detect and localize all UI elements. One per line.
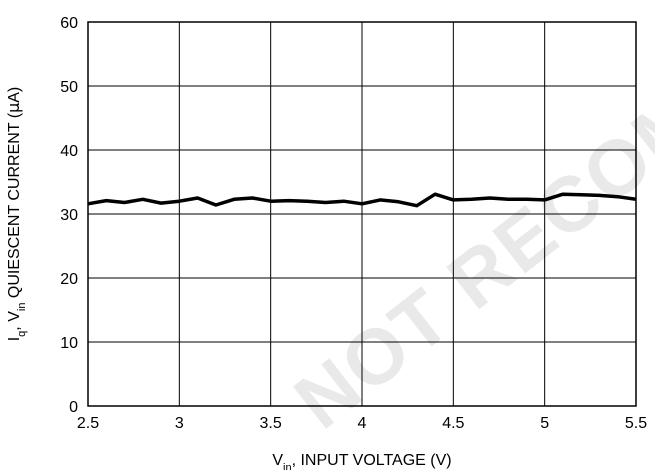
y-axis-label: Iq, Vin QUIESCENT CURRENT (μA) <box>4 87 28 342</box>
grid <box>87 21 637 407</box>
plot-frame <box>87 21 637 407</box>
y-tick-label: 10 <box>60 335 78 352</box>
x-tick-label: 4.5 <box>442 415 464 432</box>
x-tick-label: 4 <box>358 415 367 432</box>
x-tick-label: 5 <box>540 415 549 432</box>
x-tick-label: 2.5 <box>77 415 99 432</box>
x-tick-label: 3 <box>175 415 184 432</box>
x-axis-label: Vin, INPUT VOLTAGE (V) <box>272 452 451 470</box>
x-tick-label: 3.5 <box>260 415 282 432</box>
y-tick-label: 50 <box>60 79 78 96</box>
series-group <box>87 192 637 208</box>
y-tick-label: 60 <box>60 15 78 32</box>
y-tick-label: 20 <box>60 271 78 288</box>
y-tick-label: 30 <box>60 207 78 224</box>
tick-labels: 2.5 3 3.5 4 4.5 5 5.5 0 10 20 30 40 50 60 <box>60 15 647 432</box>
x-tick-label: 5.5 <box>625 415 647 432</box>
y-tick-label: 40 <box>60 143 78 160</box>
watermark: NOT RECOMMENDED <box>278 0 655 445</box>
series-line <box>87 192 637 208</box>
y-tick-label: 0 <box>69 399 78 416</box>
